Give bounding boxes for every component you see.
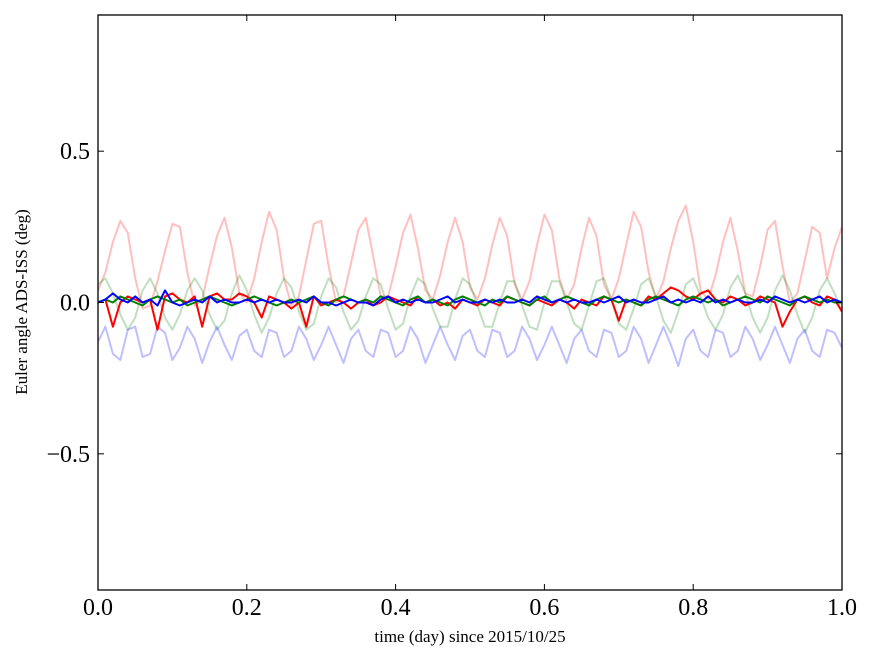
- series-layer: [98, 204, 842, 368]
- y-tick-label: 0.0: [60, 291, 90, 317]
- y-tick-label: −0.5: [46, 442, 90, 468]
- series-line-2: [98, 325, 842, 368]
- x-tick-label: 0.4: [381, 595, 411, 621]
- series-line-0: [98, 204, 842, 310]
- series-line-1: [98, 274, 842, 334]
- x-tick-label: 0.0: [83, 595, 113, 621]
- x-tick-label: 1.0: [827, 595, 857, 621]
- x-tick-label: 0.2: [232, 595, 262, 621]
- series-line-5: [98, 289, 842, 307]
- x-tick-label: 0.8: [678, 595, 708, 621]
- series-line-3: [98, 286, 842, 331]
- x-tick-label: 0.6: [529, 595, 559, 621]
- y-axis-label: Euler angle ADS-ISS (deg): [12, 209, 31, 395]
- ticks-layer: 0.0 0.2 0.4 0.6 0.8 1.0 −0.5 0.0 0.5: [46, 15, 857, 621]
- y-tick-label: 0.5: [60, 139, 90, 165]
- x-axis-label: time (day) since 2015/10/25: [374, 627, 565, 646]
